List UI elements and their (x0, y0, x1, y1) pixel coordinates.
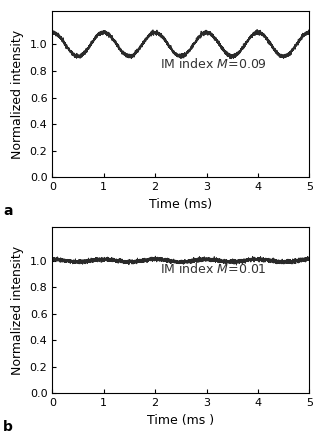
Text: IM index $M$=0.01: IM index $M$=0.01 (160, 262, 267, 276)
Text: IM index $M$=0.09: IM index $M$=0.09 (160, 57, 267, 71)
Text: b: b (3, 420, 13, 434)
Y-axis label: Normalized intensity: Normalized intensity (11, 246, 24, 375)
X-axis label: Time (ms): Time (ms) (149, 198, 213, 211)
X-axis label: Time (ms ): Time (ms ) (147, 414, 214, 427)
Y-axis label: Normalized intensity: Normalized intensity (11, 30, 24, 159)
Text: a: a (3, 204, 13, 218)
